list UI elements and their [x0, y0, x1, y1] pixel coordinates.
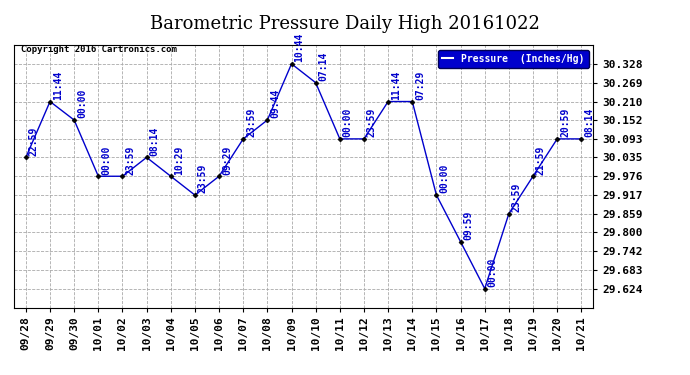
Text: 11:44: 11:44 — [53, 70, 63, 100]
Text: 11:44: 11:44 — [391, 70, 401, 100]
Text: 00:00: 00:00 — [101, 145, 111, 175]
Text: 22:59: 22:59 — [29, 126, 39, 156]
Text: Barometric Pressure Daily High 20161022: Barometric Pressure Daily High 20161022 — [150, 15, 540, 33]
Text: 09:29: 09:29 — [222, 145, 232, 175]
Text: 07:29: 07:29 — [415, 70, 425, 100]
Text: 08:14: 08:14 — [584, 108, 594, 137]
Text: 10:29: 10:29 — [174, 145, 184, 175]
Text: 09:59: 09:59 — [464, 211, 473, 240]
Text: 08:14: 08:14 — [150, 126, 159, 156]
Text: Copyright 2016 Cartronics.com: Copyright 2016 Cartronics.com — [21, 45, 177, 54]
Text: 10:44: 10:44 — [295, 33, 304, 62]
Text: 00:00: 00:00 — [343, 108, 353, 137]
Legend: Pressure  (Inches/Hg): Pressure (Inches/Hg) — [438, 50, 589, 68]
Text: 00:00: 00:00 — [488, 258, 497, 287]
Text: 23:59: 23:59 — [198, 164, 208, 194]
Text: 23:59: 23:59 — [126, 145, 135, 175]
Text: 09:44: 09:44 — [270, 89, 280, 118]
Text: 20:59: 20:59 — [560, 108, 570, 137]
Text: 23:59: 23:59 — [246, 108, 256, 137]
Text: 00:00: 00:00 — [440, 164, 449, 194]
Text: 23:59: 23:59 — [367, 108, 377, 137]
Text: 23:59: 23:59 — [512, 183, 522, 212]
Text: 00:00: 00:00 — [77, 89, 87, 118]
Text: 21:59: 21:59 — [536, 145, 546, 175]
Text: 07:14: 07:14 — [319, 52, 328, 81]
